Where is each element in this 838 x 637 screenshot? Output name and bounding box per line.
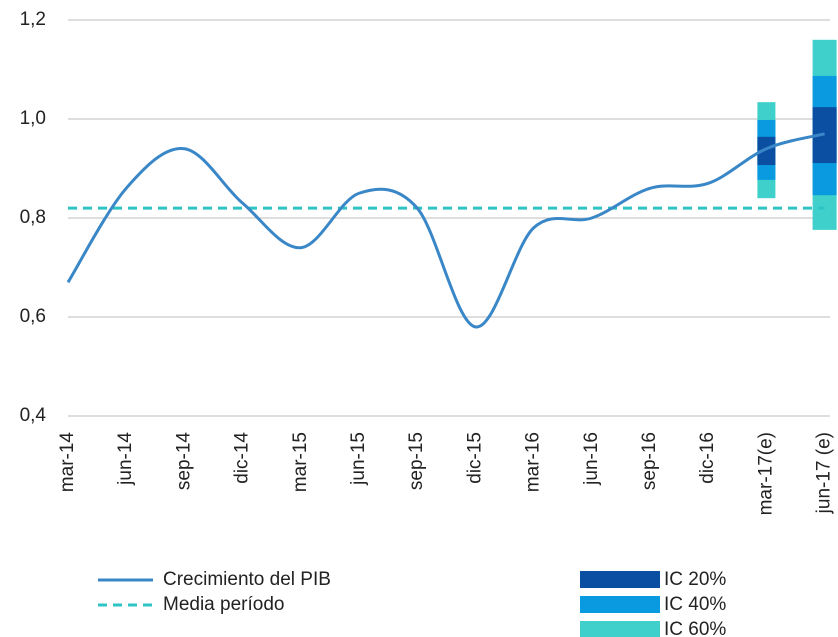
legend-swatch: [580, 596, 660, 613]
y-tick-label: 1,0: [20, 108, 46, 129]
ci-band: [757, 136, 776, 166]
x-tick-label: jun-17 (e): [814, 432, 835, 514]
x-tick-label: mar-14: [57, 432, 78, 493]
legend-swatch: [580, 621, 660, 637]
y-tick-label: 0,4: [20, 405, 47, 426]
x-tick-label: mar-15: [290, 432, 311, 492]
x-tick-label: dic-15: [464, 432, 485, 484]
x-tick-label: sep-15: [406, 432, 427, 490]
legend-label: IC 20%: [664, 569, 726, 590]
x-tick-label: dic-14: [232, 432, 253, 484]
legend-label: Crecimiento del PIB: [163, 569, 331, 590]
series-line: [66, 132, 825, 329]
y-tick-label: 0,8: [20, 207, 46, 228]
x-tick-label: dic-16: [697, 432, 718, 484]
x-tick-label: jun-16: [581, 432, 602, 486]
x-tick-label: jun-14: [115, 432, 136, 486]
x-tick-label: jun-15: [348, 432, 369, 486]
legend-swatch: [580, 571, 660, 588]
y-tick-label: 0,6: [20, 306, 46, 327]
x-tick-label: sep-16: [639, 432, 660, 490]
x-tick-label: mar-17(e): [755, 432, 776, 515]
x-tick-label: sep-14: [173, 432, 194, 491]
x-tick-label: mar-16: [523, 432, 544, 492]
legend-label: Media período: [163, 594, 284, 615]
y-tick-label: 1,2: [20, 9, 46, 30]
legend-label: IC 60%: [664, 619, 726, 637]
legend-label: IC 40%: [664, 594, 726, 615]
